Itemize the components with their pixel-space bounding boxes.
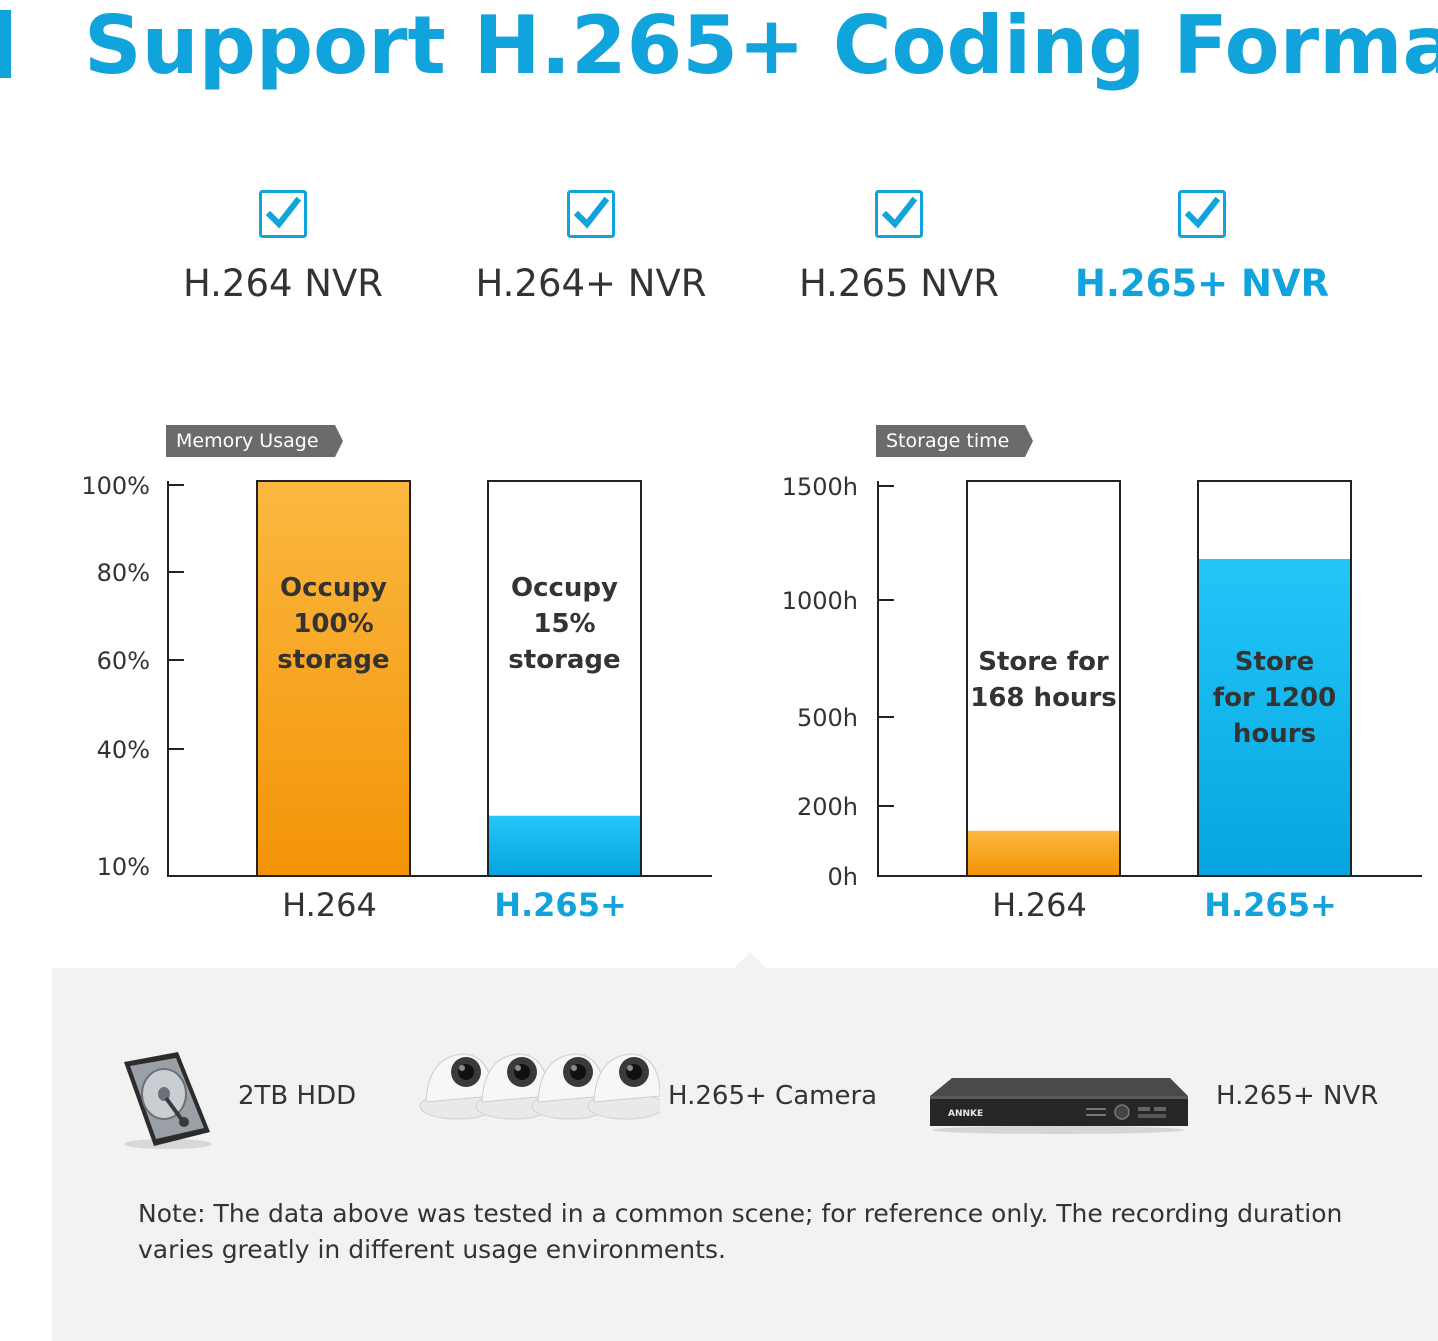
bar-h-264 bbox=[968, 830, 1119, 875]
bar-h-264 bbox=[258, 482, 409, 875]
y-tick-label: 1000h bbox=[782, 587, 858, 615]
y-tick-label: 500h bbox=[797, 704, 858, 732]
y-tick-label: 200h bbox=[797, 793, 858, 821]
codec-item-h264: H.264 NVR bbox=[143, 190, 423, 305]
bar-data-label: 100% bbox=[293, 609, 373, 639]
bar-h-265- bbox=[1199, 559, 1350, 875]
bar-data-label: 168 hours bbox=[970, 683, 1117, 713]
codec-item-h265-plus: H.265+ NVR bbox=[1062, 190, 1342, 305]
footnote: Note: The data above was tested in a com… bbox=[138, 1199, 1343, 1264]
charts-canvas: 10% 40% 60% 80% 100% Occupy 100% storage H.264 Oc… bbox=[81, 472, 1422, 924]
bar-data-label: Occupy bbox=[280, 573, 387, 603]
y-tick-label: 10% bbox=[97, 853, 150, 881]
camera-lens-glint bbox=[627, 1065, 633, 1071]
bar-data-label: hours bbox=[1233, 719, 1316, 749]
camera-lens-glint bbox=[515, 1065, 521, 1071]
hdd-label: 2TB HDD bbox=[238, 1081, 357, 1111]
bar-data-label: 15% bbox=[533, 609, 595, 639]
codec-label: H.264 NVR bbox=[182, 262, 383, 305]
memory-usage-chart: 10% 40% 60% 80% 100% Occupy 100% storage H.264 Oc… bbox=[81, 472, 712, 924]
y-tick-label: 60% bbox=[97, 647, 150, 675]
y-tick-label: 40% bbox=[97, 736, 150, 764]
checkbox-icon bbox=[1178, 190, 1226, 238]
x-category-label: H.265+ bbox=[1204, 886, 1337, 924]
y-tick-label: 100% bbox=[81, 472, 150, 500]
y-tick-label: 0h bbox=[828, 863, 858, 891]
storage-time-chart: 0h 200h 500h 1000h 1500h Store for 168 hours H.… bbox=[782, 473, 1422, 924]
x-category-label: H.264 bbox=[992, 886, 1087, 924]
bar-data-label: Store bbox=[1235, 647, 1314, 677]
x-category-label: H.264 bbox=[282, 886, 377, 924]
bar-data-label: Store for bbox=[978, 647, 1109, 677]
x-category-label: H.265+ bbox=[494, 886, 627, 924]
checkbox-icon bbox=[259, 190, 307, 238]
title-accent-bar bbox=[0, 10, 11, 78]
codec-item-h264-plus: H.264+ NVR bbox=[451, 190, 731, 305]
memory-usage-tag: Memory Usage bbox=[166, 425, 343, 457]
products-panel bbox=[52, 968, 1438, 1341]
dome-camera-icon bbox=[419, 1053, 660, 1120]
camera-lens-glint bbox=[459, 1065, 465, 1071]
camera-lens-glint bbox=[571, 1065, 577, 1071]
bar-outline bbox=[487, 480, 642, 877]
camera-label: H.265+ Camera bbox=[668, 1081, 878, 1111]
nvr-brand-logo: ANNKE bbox=[948, 1109, 983, 1119]
bar-data-label: storage bbox=[508, 645, 620, 675]
checkbox-icon bbox=[567, 190, 615, 238]
bar-outline bbox=[966, 480, 1121, 877]
y-tick-label: 80% bbox=[97, 559, 150, 587]
nvr-recorder-icon: ANNKE bbox=[930, 1078, 1188, 1134]
checkbox-icon bbox=[875, 190, 923, 238]
panel-notch bbox=[734, 952, 766, 968]
codec-label: H.264+ NVR bbox=[475, 262, 707, 305]
page-title: Support H.265+ Coding Format bbox=[84, 0, 1438, 92]
codec-label: H.265 NVR bbox=[798, 262, 999, 305]
bar-h-265- bbox=[489, 815, 640, 875]
storage-time-tag: Storage time bbox=[876, 425, 1034, 457]
bar-data-label: storage bbox=[277, 645, 389, 675]
codec-item-h265: H.265 NVR bbox=[759, 190, 1039, 305]
y-tick-label: 1500h bbox=[782, 473, 858, 501]
codec-label-highlight: H.265+ NVR bbox=[1074, 262, 1330, 305]
nvr-label: H.265+ NVR bbox=[1216, 1081, 1379, 1111]
bar-data-label: Occupy bbox=[511, 573, 618, 603]
bar-data-label: for 1200 bbox=[1213, 683, 1336, 713]
hard-drive-icon bbox=[124, 1052, 212, 1149]
